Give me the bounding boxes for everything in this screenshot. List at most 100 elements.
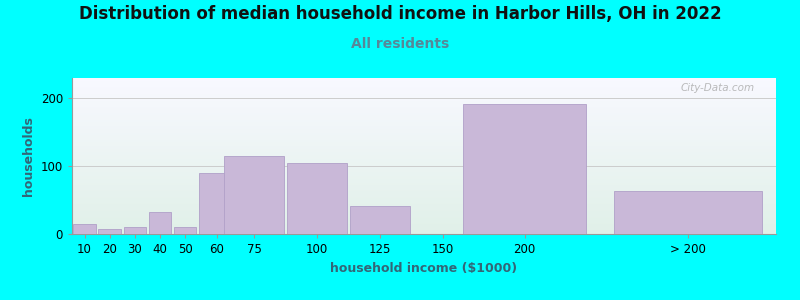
Bar [72, 96, 776, 97]
Bar [72, 206, 776, 207]
Bar [72, 193, 776, 194]
Bar [72, 216, 776, 217]
Bar [72, 202, 776, 203]
Bar [72, 173, 776, 174]
Bar [72, 97, 776, 98]
Bar [72, 119, 776, 120]
Bar [72, 81, 776, 82]
Bar [72, 142, 776, 143]
Bar [72, 90, 776, 91]
Bar [224, 156, 285, 234]
Bar [72, 167, 776, 168]
Bar [149, 212, 171, 234]
Bar [72, 105, 776, 106]
Bar [72, 144, 776, 145]
Bar [72, 123, 776, 124]
Bar [72, 87, 776, 88]
Bar [123, 227, 146, 234]
Bar [72, 172, 776, 173]
Bar [72, 113, 776, 114]
Bar [72, 222, 776, 223]
Bar [72, 179, 776, 180]
Bar [72, 136, 776, 137]
Bar [72, 226, 776, 227]
Bar [72, 227, 776, 228]
Bar [72, 197, 776, 198]
Bar [72, 154, 776, 155]
Bar [72, 110, 776, 111]
Bar [72, 146, 776, 147]
Bar [72, 221, 776, 222]
Bar [72, 89, 776, 90]
Bar [72, 213, 776, 214]
Bar [72, 198, 776, 199]
Bar [72, 109, 776, 110]
Bar [72, 218, 776, 219]
Bar [72, 98, 776, 99]
Bar [72, 170, 776, 171]
Bar [72, 141, 776, 142]
Bar [287, 163, 347, 234]
Bar [72, 178, 776, 179]
Bar [72, 84, 776, 85]
Bar [72, 93, 776, 94]
Bar [72, 143, 776, 144]
Bar [72, 212, 776, 213]
Bar [72, 88, 776, 89]
Bar [72, 168, 776, 169]
Bar [72, 180, 776, 181]
Bar [72, 152, 776, 153]
X-axis label: household income ($1000): household income ($1000) [330, 262, 518, 275]
Bar [72, 220, 776, 221]
Bar [72, 217, 776, 218]
Bar [72, 128, 776, 129]
Bar [72, 80, 776, 81]
Bar [72, 101, 776, 102]
Bar [72, 125, 776, 126]
Bar [72, 104, 776, 105]
Bar [72, 91, 776, 92]
Bar [72, 112, 776, 113]
Bar [74, 224, 96, 234]
Bar [72, 131, 776, 132]
Bar [72, 82, 776, 83]
Bar [72, 78, 776, 79]
Bar [72, 147, 776, 148]
Bar [72, 148, 776, 149]
Bar [72, 161, 776, 162]
Bar [72, 106, 776, 107]
Text: Distribution of median household income in Harbor Hills, OH in 2022: Distribution of median household income … [78, 4, 722, 22]
Bar [72, 121, 776, 122]
Bar [72, 102, 776, 103]
Bar [72, 177, 776, 178]
Bar [72, 133, 776, 134]
Bar [72, 184, 776, 185]
Bar [72, 174, 776, 175]
Bar [72, 204, 776, 205]
Bar [72, 117, 776, 118]
Bar [72, 194, 776, 195]
Bar [72, 95, 776, 96]
Bar [72, 211, 776, 212]
Bar [350, 206, 410, 234]
Bar [72, 181, 776, 182]
Bar [72, 215, 776, 216]
Bar [72, 138, 776, 139]
Bar [72, 139, 776, 140]
Bar [72, 205, 776, 206]
Bar [72, 219, 776, 220]
Bar [72, 233, 776, 234]
Text: City-Data.com: City-Data.com [681, 83, 755, 93]
Bar [72, 210, 776, 211]
Bar [72, 230, 776, 231]
Bar [72, 132, 776, 133]
Bar [72, 94, 776, 95]
Y-axis label: households: households [22, 116, 35, 196]
Bar [72, 79, 776, 80]
Bar [72, 223, 776, 224]
Bar [72, 107, 776, 108]
Bar [72, 225, 776, 226]
Bar [72, 140, 776, 141]
Bar [72, 83, 776, 84]
Bar [72, 118, 776, 119]
